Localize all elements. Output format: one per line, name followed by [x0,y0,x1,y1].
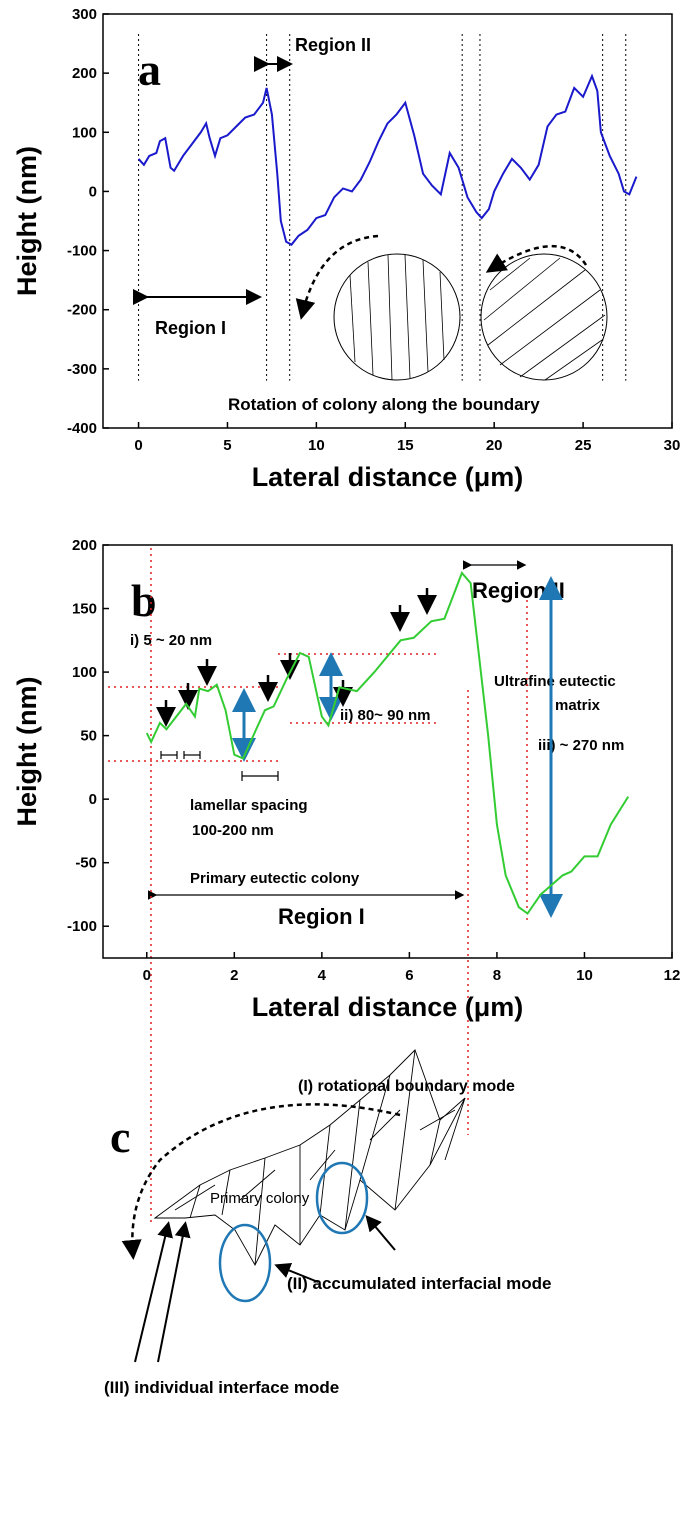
annotation: Region II [295,35,371,55]
rotation-arrow [121,1103,401,1260]
x-tick-label: 5 [223,437,231,454]
annotation: Ultrafine eutectic [494,673,616,690]
panel-label: a [138,44,161,95]
x-tick-label: 4 [318,967,327,984]
rotation-arrow [485,244,588,273]
y-axis-title: Height (nm) [12,677,42,827]
annotation: Primary eutectic colony [190,870,360,887]
hatch [483,257,606,381]
marker-arrows [156,588,437,727]
y-tick-label: 0 [89,791,97,808]
x-tick-label: 20 [486,437,503,454]
x-axis-title: Lateral distance (μm) [252,462,524,492]
x-tick-label: 10 [308,437,325,454]
panel-c: c (I) rotational boundary mode Primary c… [104,1049,552,1397]
x-tick-label: 10 [576,967,593,984]
label: (I) rotational boundary mode [298,1078,515,1095]
y-tick-label: 200 [72,65,97,82]
label: (III) individual interface mode [104,1378,339,1397]
x-tick-label: 6 [405,967,413,984]
y-tick-label: -200 [67,302,97,319]
panel-a-annotations: a Region II Region I Rotation of colony … [133,35,608,414]
colony-circle [333,253,461,381]
annotation: iii) ~ 270 nm [538,737,624,754]
annotation: lamellar spacing [190,797,308,814]
x-axis-title: Lateral distance (μm) [252,992,524,1022]
annotation: ii) 80~ 90 nm [340,707,430,724]
plot-frame [102,13,673,429]
y-tick-label: -50 [75,855,97,872]
y-tick-label: 300 [72,6,97,23]
plot-frame [102,544,673,959]
data-line [137,73,638,246]
panel-label: b [131,575,157,626]
x-tick-label: 12 [664,967,681,984]
label: (II) accumulated interfacial mode [287,1274,552,1293]
data-line [145,571,630,915]
y-tick-label: 50 [80,728,97,745]
annotation: Region I [155,318,226,338]
annotation: Region I [278,904,365,929]
y-tick-label: 200 [72,537,97,554]
spacing-bars [160,751,279,781]
chart: 0 5 10 15 20 25 30 -400 -300 -200 -100 0 100 200 300 La… [12,6,680,492]
x-tick-label: 0 [143,967,151,984]
x-tick-label: 2 [230,967,238,984]
pointer-arrows [134,1214,396,1363]
panel-b-annotations: b Region II Ultrafine eutectic matrix i)… [108,548,624,1225]
annotation: 100-200 nm [192,822,274,839]
guide-lines [108,548,528,1225]
chart: 0 2 4 6 8 10 12 -100 -50 0 50 100 150 200 Lateral dist… [12,537,680,1022]
hatch [349,254,445,381]
y-tick-label: 0 [89,183,97,200]
range-arrows [232,576,563,918]
y-tick-label: -400 [67,420,97,437]
panel-label: c [110,1111,130,1162]
x-tick-label: 25 [575,437,592,454]
annotation: matrix [555,697,601,714]
annotation: Rotation of colony along the boundary [228,395,540,414]
label: Primary colony [210,1190,310,1207]
y-tick-label: 100 [72,124,97,141]
highlight [315,1161,369,1235]
y-tick-label: 150 [72,601,97,618]
y-tick-label: 100 [72,664,97,681]
rotation-arrow [295,234,379,320]
annotation: i) 5 ~ 20 nm [130,632,212,649]
x-tick-label: 30 [664,437,681,454]
colony-circle [480,253,608,381]
y-tick-label: -300 [67,361,97,378]
y-tick-label: -100 [67,243,97,260]
y-axis-title: Height (nm) [12,146,42,296]
x-tick-label: 8 [493,967,501,984]
x-tick-label: 15 [397,437,414,454]
y-tick-label: -100 [67,918,97,935]
highlight [218,1223,272,1303]
x-tick-label: 0 [134,437,142,454]
